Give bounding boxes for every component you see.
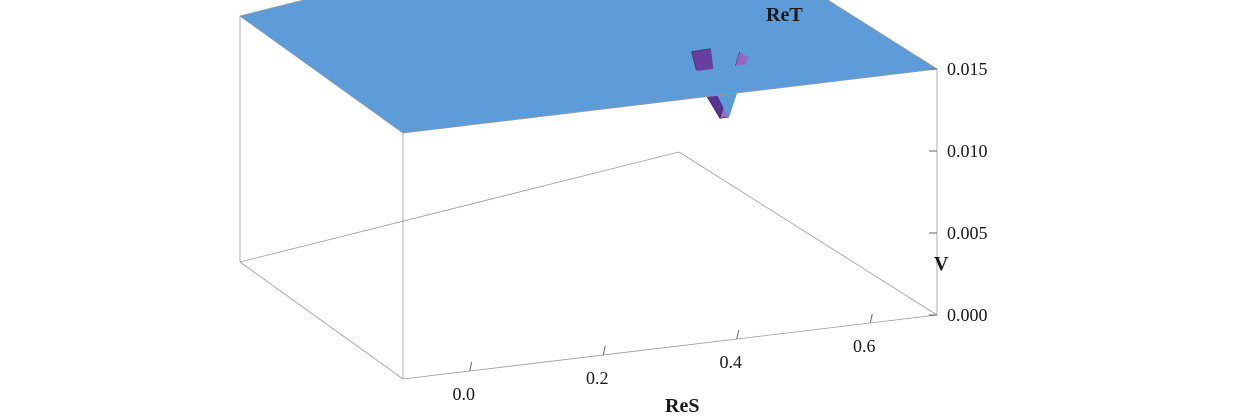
box-edge xyxy=(402,314,938,380)
x-axis-label: ReS xyxy=(665,395,699,416)
z-tick-label: 0.015 xyxy=(947,59,988,79)
box-edge xyxy=(678,151,938,316)
box-edge xyxy=(239,261,404,380)
z-tick-label: 0.005 xyxy=(947,223,988,243)
x-tick-label: 0.4 xyxy=(720,352,743,372)
x-tick-mark xyxy=(869,313,873,324)
x-tick-label: 0.0 xyxy=(453,384,476,404)
box-edge xyxy=(827,0,938,70)
x-tick-mark xyxy=(469,361,473,372)
box-edge xyxy=(239,151,680,263)
x-tick-label: 0.6 xyxy=(853,336,876,356)
z-tick-label: 0.000 xyxy=(947,305,988,325)
x-tick-label: 0.2 xyxy=(586,368,609,388)
z-tick-label: 0.010 xyxy=(947,141,988,161)
bounding-box xyxy=(239,0,938,380)
box-edge xyxy=(402,68,938,134)
x-tick-mark xyxy=(736,329,740,340)
z-axis-label: V xyxy=(934,253,949,275)
box-edge xyxy=(239,15,404,134)
x-tick-mark xyxy=(602,345,606,356)
surface-mesh xyxy=(239,0,938,134)
y-axis-label: ReT xyxy=(766,4,803,26)
